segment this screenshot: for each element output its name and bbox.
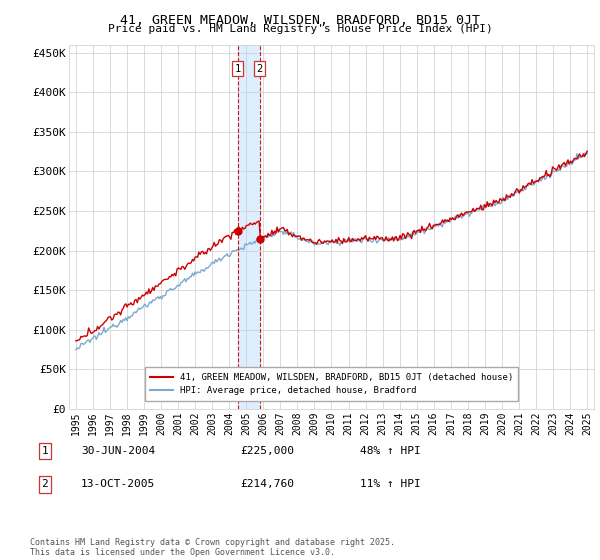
Text: Price paid vs. HM Land Registry's House Price Index (HPI): Price paid vs. HM Land Registry's House … xyxy=(107,24,493,34)
Legend: 41, GREEN MEADOW, WILSDEN, BRADFORD, BD15 0JT (detached house), HPI: Average pri: 41, GREEN MEADOW, WILSDEN, BRADFORD, BD1… xyxy=(145,367,518,400)
Text: 13-OCT-2005: 13-OCT-2005 xyxy=(81,479,155,489)
Text: 2: 2 xyxy=(257,63,263,73)
Text: 11% ↑ HPI: 11% ↑ HPI xyxy=(360,479,421,489)
Text: £214,760: £214,760 xyxy=(240,479,294,489)
Text: 41, GREEN MEADOW, WILSDEN, BRADFORD, BD15 0JT: 41, GREEN MEADOW, WILSDEN, BRADFORD, BD1… xyxy=(120,14,480,27)
Text: 30-JUN-2004: 30-JUN-2004 xyxy=(81,446,155,456)
Bar xyxy=(238,45,260,409)
Text: 2: 2 xyxy=(41,479,49,489)
Text: 1: 1 xyxy=(235,63,241,73)
Text: £225,000: £225,000 xyxy=(240,446,294,456)
Text: 48% ↑ HPI: 48% ↑ HPI xyxy=(360,446,421,456)
Text: 1: 1 xyxy=(41,446,49,456)
Text: Contains HM Land Registry data © Crown copyright and database right 2025.
This d: Contains HM Land Registry data © Crown c… xyxy=(30,538,395,557)
